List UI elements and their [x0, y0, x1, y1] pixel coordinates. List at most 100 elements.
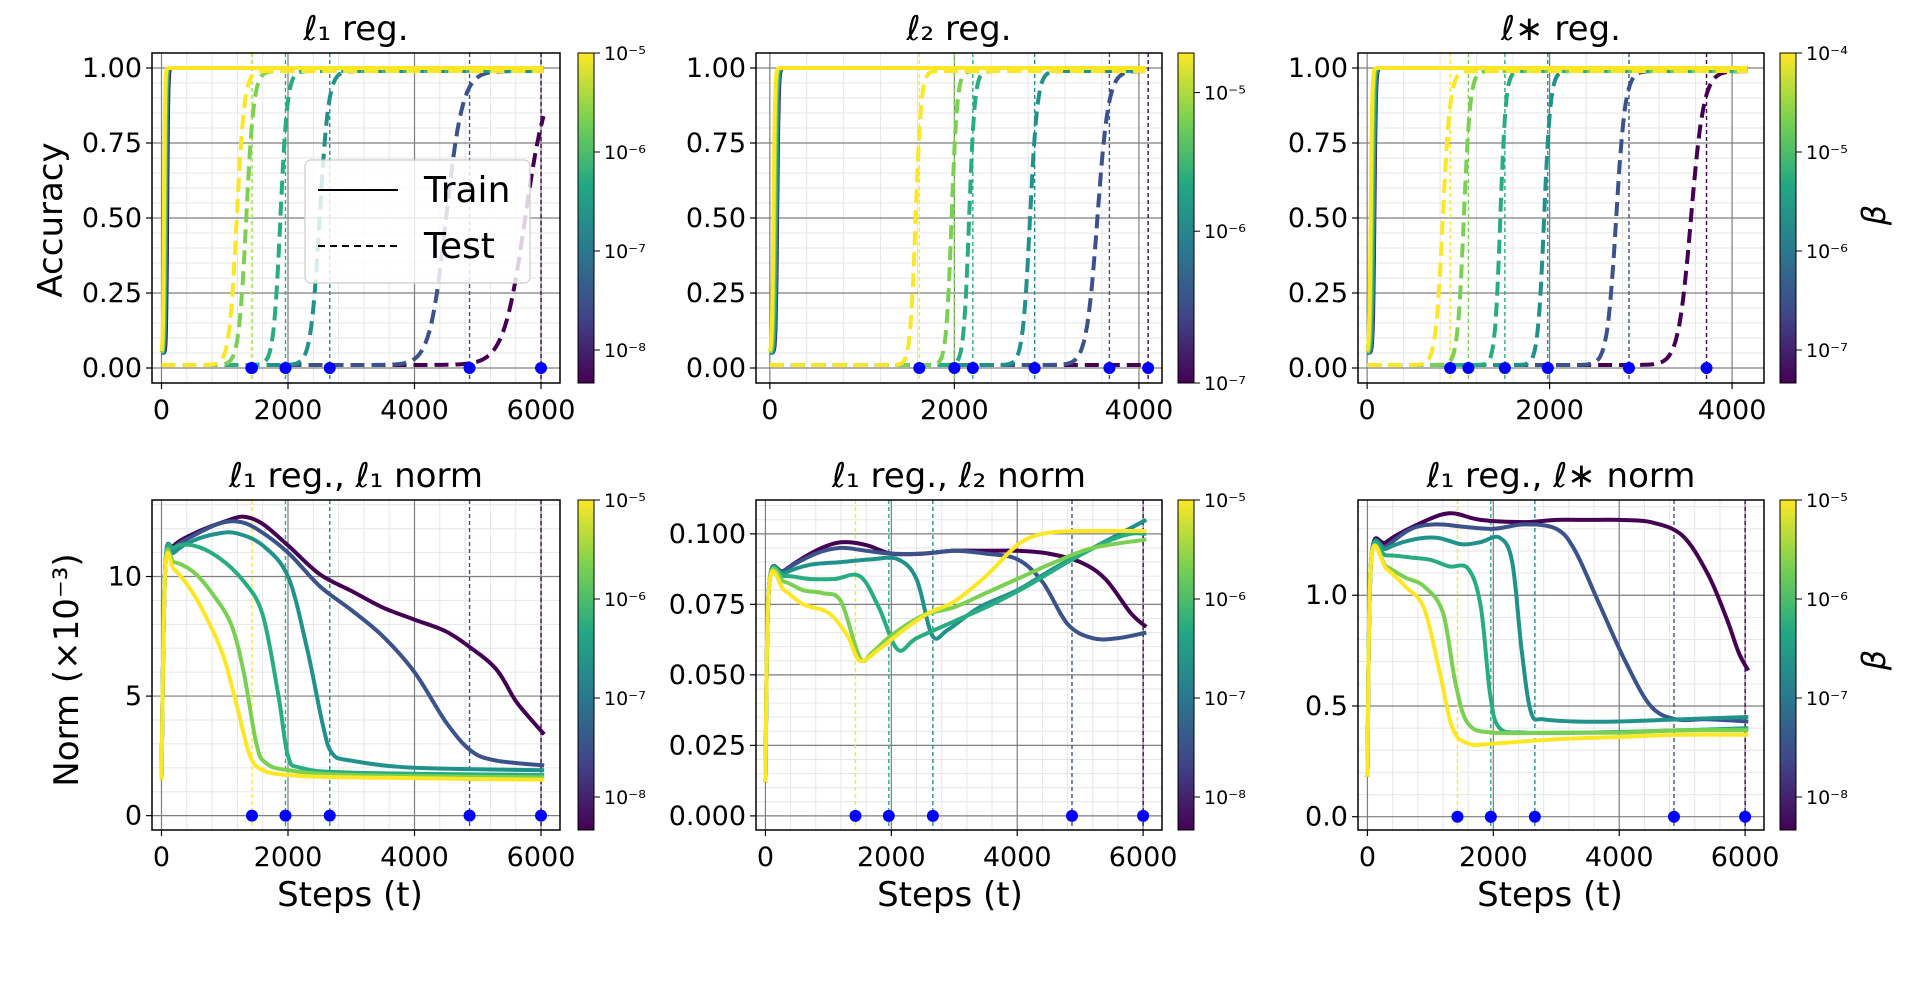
colorbar-tick-label: 10⁻⁵ [1204, 490, 1246, 512]
plot-area [767, 53, 1149, 383]
x-tick-label: 4000 [1585, 842, 1654, 873]
grokking-marker [323, 809, 336, 822]
x-tick-label: 2000 [254, 395, 323, 426]
y-tick-label: 0.25 [1288, 278, 1348, 309]
grokking-marker [1700, 362, 1713, 374]
x-tick-label: 4000 [380, 842, 449, 873]
y-tick-label: 0.75 [82, 128, 142, 159]
norm-line [1365, 543, 1749, 777]
colorbar-tick-label: 10⁻⁸ [1806, 787, 1848, 809]
colorbar [577, 52, 595, 384]
grokking-marker [1667, 810, 1680, 823]
norm-line [159, 547, 545, 780]
y-tick-label: 0.050 [669, 660, 746, 691]
axes-frame [1357, 499, 1765, 831]
test-accuracy-line [1367, 69, 1748, 367]
grokking-marker [1444, 362, 1457, 374]
x-tick-label: 4000 [1105, 395, 1174, 426]
y-tick-label: 0.00 [686, 353, 746, 384]
axes-frame [755, 52, 1163, 384]
axes-frame [755, 499, 1163, 831]
y-tick-label: 5 [125, 681, 142, 712]
x-tick-label: 0 [757, 842, 774, 873]
x-axis-label-1: Steps (t) [277, 875, 423, 915]
y-tick-label: 0.50 [1288, 203, 1348, 234]
x-tick-label: 0 [153, 842, 170, 873]
colorbar-tick-label: 10⁻⁶ [1806, 589, 1848, 611]
norm-line [763, 517, 1148, 783]
train-accuracy-line [1365, 66, 1748, 352]
grokking-marker [1462, 362, 1475, 374]
norm-line [763, 545, 1147, 783]
panel-title: ℓ₁ reg., ℓ₂ norm [831, 456, 1086, 496]
norm-line [1365, 534, 1749, 777]
grokking-marker [966, 362, 979, 374]
grokking-marker [1541, 362, 1554, 374]
grokking-marker [1498, 362, 1511, 374]
colorbar-tick-label: 10⁻⁶ [1204, 221, 1246, 243]
panel-title: ℓ₁ reg. [302, 9, 408, 49]
grokking-marker [913, 362, 926, 374]
y-tick-label: 0.50 [82, 203, 142, 234]
x-tick-label: 4000 [983, 842, 1052, 873]
y-tick-label: 0.00 [1288, 353, 1348, 384]
y-tick-label: 0.25 [82, 278, 142, 309]
grokking-marker [1103, 362, 1116, 374]
x-tick-label: 6000 [1109, 842, 1178, 873]
y-tick-label: 1.0 [1305, 580, 1348, 611]
norm-line [159, 550, 545, 782]
y-tick-label: 0.075 [669, 589, 746, 620]
grokking-marker [1137, 809, 1150, 822]
x-axis-label-3: Steps (t) [1477, 875, 1623, 915]
grokking-marker [1528, 810, 1541, 823]
x-tick-label: 2000 [254, 842, 323, 873]
colorbar-tick-label: 10⁻⁸ [604, 787, 646, 809]
train-accuracy-line [159, 66, 544, 352]
norm-line [159, 530, 545, 780]
norm-line [1365, 540, 1749, 777]
grokking-marker [1065, 809, 1078, 822]
test-accuracy-line [769, 69, 1146, 367]
panel-title: ℓ₂ reg. [905, 9, 1011, 49]
colorbar-tick-label: 10⁻⁵ [604, 490, 646, 512]
grokking-marker [535, 809, 548, 822]
colorbar-tick-label: 10⁻⁴ [1806, 43, 1848, 65]
chart-panel-4: 0 2000 4000 6000 0 5 10 ℓ₁ reg., ℓ₁ norm 10⁻⁵ 10⁻… [108, 456, 646, 873]
legend: Train Test [304, 159, 531, 284]
grokking-marker [323, 362, 336, 374]
axes-frame [151, 499, 561, 831]
norm-line [763, 528, 1147, 783]
chart-panel-6: 0 2000 4000 6000 0.0 0.5 1.0 ℓ₁ reg., ℓ∗ norm 10… [1305, 456, 1848, 873]
panel-title: ℓ₁ reg., ℓ∗ norm [1426, 456, 1696, 496]
colorbar-tick-label: 10⁻⁷ [604, 688, 646, 710]
colorbar-tick-label: 10⁻⁸ [604, 340, 646, 362]
x-tick-label: 0 [153, 395, 170, 426]
y-tick-label: 0.5 [1305, 691, 1348, 722]
x-tick-label: 6000 [507, 395, 576, 426]
chart-panel-1: 0 2000 4000 6000 0.00 0.25 0.50 0.75 1.00 ℓ₁ reg.… [82, 9, 646, 426]
y-tick-label: 0.025 [669, 730, 746, 761]
legend-label: Train [423, 170, 510, 211]
y-tick-label: 0.100 [669, 519, 746, 550]
x-tick-label: 2000 [857, 842, 926, 873]
norm-line [1365, 543, 1749, 777]
colorbar-tick-label: 10⁻⁷ [1204, 688, 1246, 710]
grokking-marker [849, 809, 862, 822]
y-tick-label: 0.000 [669, 801, 746, 832]
colorbar [1779, 52, 1797, 384]
plot-area [159, 500, 546, 830]
grokking-marker [948, 362, 961, 374]
x-tick-label: 0 [761, 395, 778, 426]
norm-line [159, 542, 545, 780]
colorbar-tick-label: 10⁻⁷ [604, 241, 646, 263]
colorbar-tick-label: 10⁻⁵ [604, 43, 646, 65]
panel-title: ℓ∗ reg. [1500, 9, 1621, 49]
colorbar [1177, 499, 1195, 831]
grokking-marker [1484, 810, 1497, 823]
grokking-marker [535, 362, 548, 374]
axes-frame [1357, 52, 1765, 384]
grokking-marker [882, 809, 895, 822]
x-tick-label: 0 [1359, 395, 1376, 426]
